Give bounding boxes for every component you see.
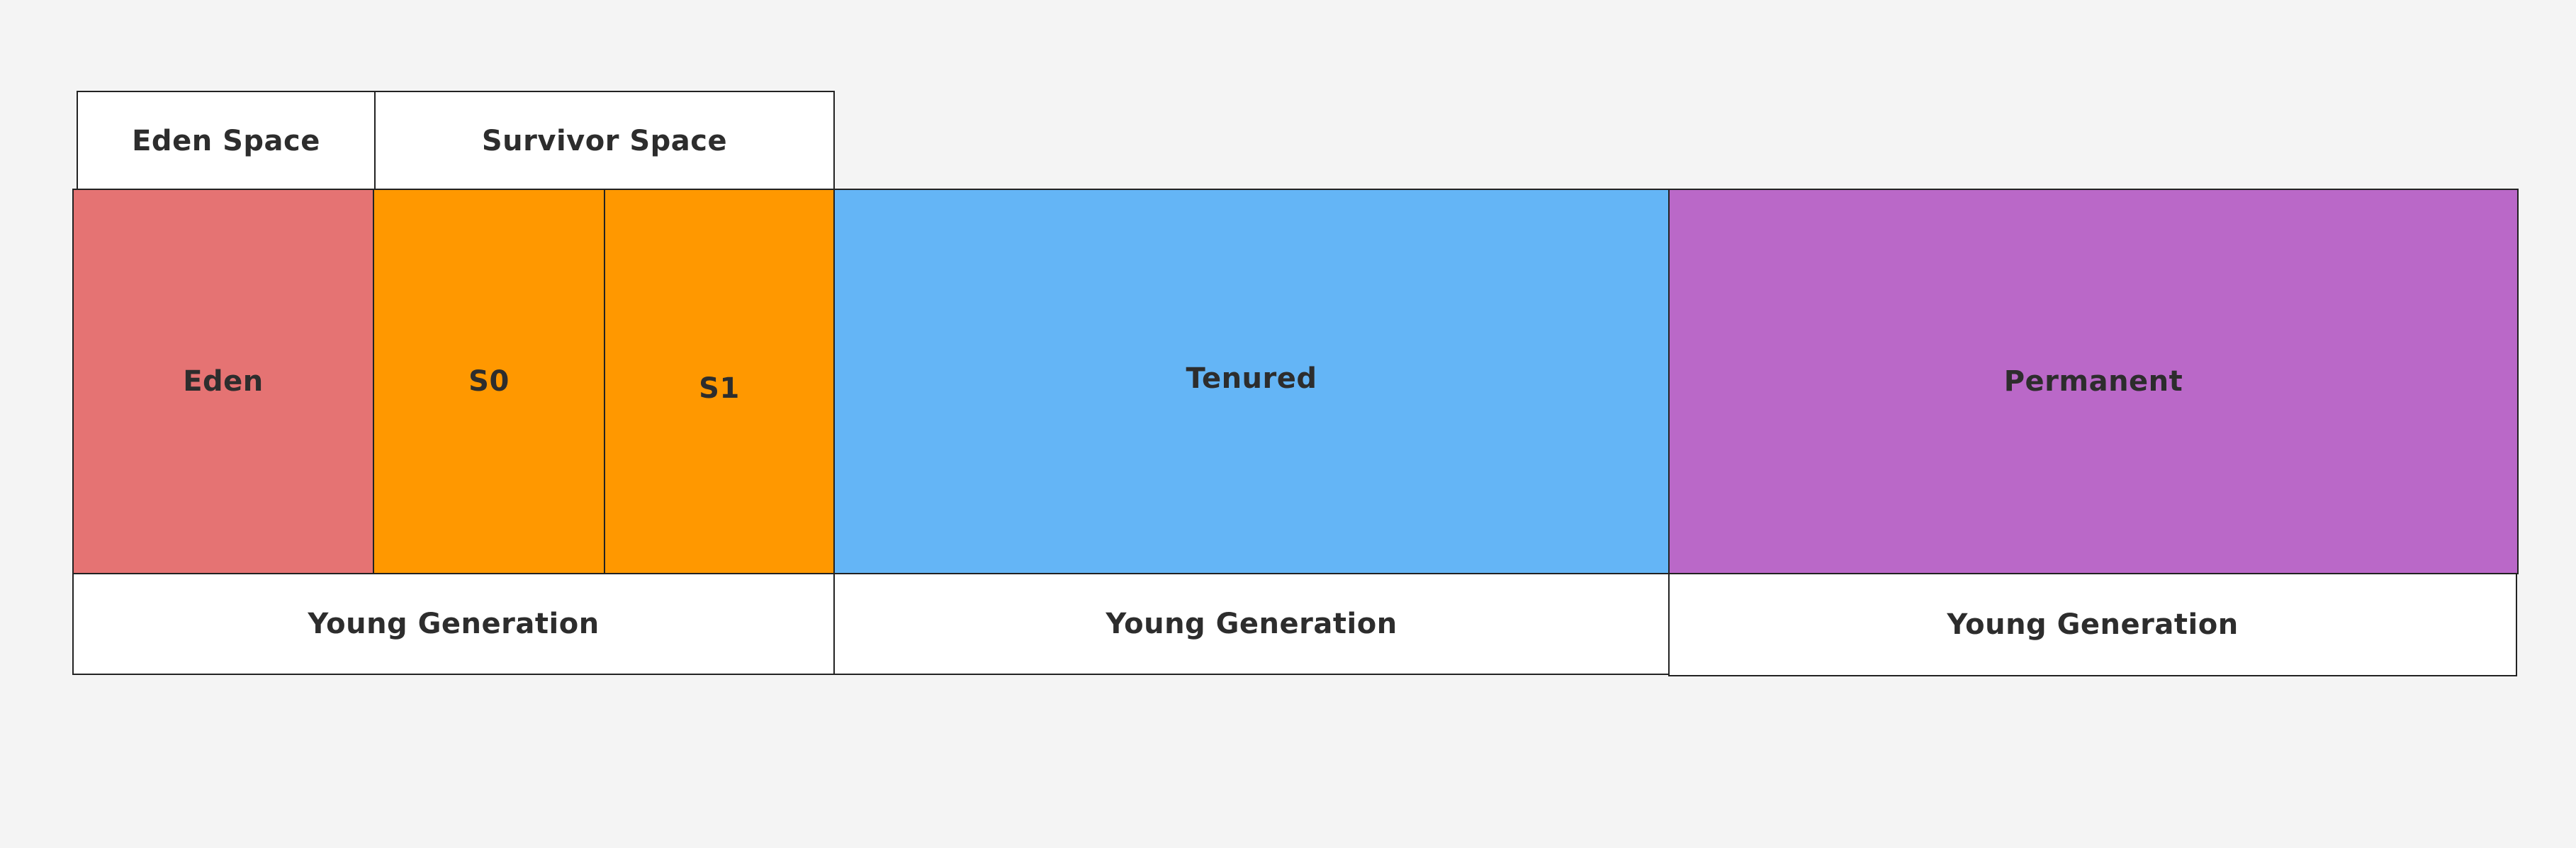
- generation-label-text-1: Young Generation: [308, 608, 600, 640]
- eden-region: Eden: [72, 189, 374, 574]
- generation-label-1: Young Generation: [72, 573, 835, 675]
- s0-region: S0: [373, 189, 605, 574]
- s1-region: S1: [604, 189, 835, 574]
- permanent-region: Permanent: [1668, 189, 2519, 574]
- tenured-label: Tenured: [1186, 362, 1317, 395]
- permanent-label: Permanent: [2003, 365, 2183, 398]
- survivor-space-label: Survivor Space: [481, 124, 728, 157]
- eden-space-label: Eden Space: [132, 124, 320, 157]
- generation-label-3: Young Generation: [1668, 573, 2517, 676]
- s0-label: S0: [468, 365, 510, 398]
- generation-label-text-3: Young Generation: [1947, 608, 2239, 641]
- generation-label-text-2: Young Generation: [1106, 608, 1397, 640]
- survivor-space-header: Survivor Space: [374, 91, 835, 191]
- eden-space-header: Eden Space: [77, 91, 376, 191]
- s1-label: S1: [699, 372, 740, 405]
- tenured-region: Tenured: [833, 189, 1670, 574]
- eden-label: Eden: [183, 365, 264, 398]
- generation-label-2: Young Generation: [833, 573, 1670, 675]
